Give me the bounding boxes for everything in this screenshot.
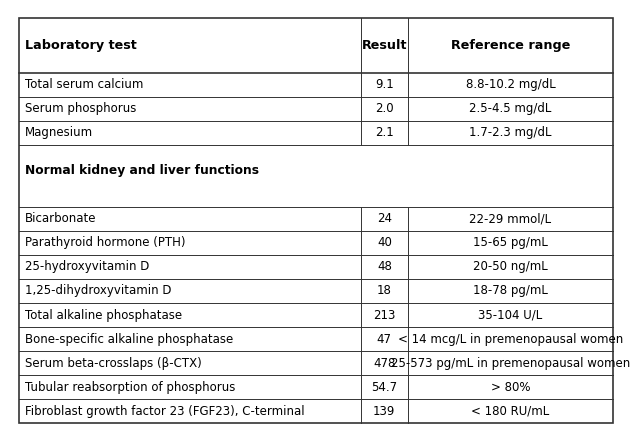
Text: > 80%: > 80% <box>491 381 530 394</box>
Text: Total alkaline phosphatase: Total alkaline phosphatase <box>25 309 183 321</box>
Text: < 180 RU/mL: < 180 RU/mL <box>471 405 550 418</box>
Text: 25-573 pg/mL in premenopausal women: 25-573 pg/mL in premenopausal women <box>391 357 630 370</box>
Text: 35-104 U/L: 35-104 U/L <box>478 309 543 321</box>
Text: 15-65 pg/mL: 15-65 pg/mL <box>473 236 548 249</box>
Text: Parathyroid hormone (PTH): Parathyroid hormone (PTH) <box>25 236 186 249</box>
Text: Normal kidney and liver functions: Normal kidney and liver functions <box>25 164 259 177</box>
Text: 8.8-10.2 mg/dL: 8.8-10.2 mg/dL <box>466 78 556 91</box>
Text: 22-29 mmol/L: 22-29 mmol/L <box>470 212 552 225</box>
Text: Serum phosphorus: Serum phosphorus <box>25 102 137 115</box>
Text: 2.0: 2.0 <box>375 102 394 115</box>
Text: 48: 48 <box>377 261 392 273</box>
Text: Laboratory test: Laboratory test <box>25 39 137 52</box>
Text: Result: Result <box>362 39 407 52</box>
Text: 478: 478 <box>373 357 396 370</box>
Text: 20-50 ng/mL: 20-50 ng/mL <box>473 261 548 273</box>
Text: Serum beta-crosslaps (β-CTX): Serum beta-crosslaps (β-CTX) <box>25 357 202 370</box>
Text: 213: 213 <box>373 309 396 321</box>
Text: Bicarbonate: Bicarbonate <box>25 212 97 225</box>
Text: 40: 40 <box>377 236 392 249</box>
Text: 9.1: 9.1 <box>375 78 394 91</box>
Text: 2.1: 2.1 <box>375 126 394 139</box>
Text: 18-78 pg/mL: 18-78 pg/mL <box>473 284 548 298</box>
Text: Total serum calcium: Total serum calcium <box>25 78 143 91</box>
Text: 54.7: 54.7 <box>371 381 398 394</box>
Text: 2.5-4.5 mg/dL: 2.5-4.5 mg/dL <box>470 102 552 115</box>
Text: Fibroblast growth factor 23 (FGF23), C-terminal: Fibroblast growth factor 23 (FGF23), C-t… <box>25 405 305 418</box>
Text: 24: 24 <box>377 212 392 225</box>
Text: Magnesium: Magnesium <box>25 126 94 139</box>
Text: < 14 mcg/L in premenopausal women: < 14 mcg/L in premenopausal women <box>398 333 623 346</box>
Text: 139: 139 <box>373 405 396 418</box>
Text: 18: 18 <box>377 284 392 298</box>
Text: 47: 47 <box>377 333 392 346</box>
Text: Tubular reabsorption of phosphorus: Tubular reabsorption of phosphorus <box>25 381 236 394</box>
Text: Reference range: Reference range <box>451 39 570 52</box>
Text: Bone-specific alkaline phosphatase: Bone-specific alkaline phosphatase <box>25 333 234 346</box>
Text: 1.7-2.3 mg/dL: 1.7-2.3 mg/dL <box>470 126 552 139</box>
Text: 25-hydroxyvitamin D: 25-hydroxyvitamin D <box>25 261 150 273</box>
Text: 1,25-dihydroxyvitamin D: 1,25-dihydroxyvitamin D <box>25 284 172 298</box>
